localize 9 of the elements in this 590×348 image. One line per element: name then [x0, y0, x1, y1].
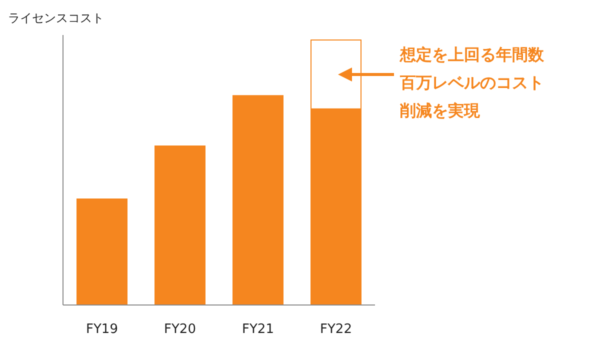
- bar: [232, 95, 284, 306]
- bar: [154, 146, 206, 306]
- x-tick-label: FY19: [86, 322, 118, 337]
- text: 想定を上回る年間数百万レベルのコスト削減を実現: [399, 45, 545, 120]
- x-tick-label: FY20: [164, 322, 196, 337]
- x-tick-label: FY22: [320, 322, 352, 337]
- bar: [76, 198, 128, 306]
- x-tick-label: FY21: [242, 322, 274, 337]
- y-axis-title: ライセンスコスト: [8, 11, 104, 25]
